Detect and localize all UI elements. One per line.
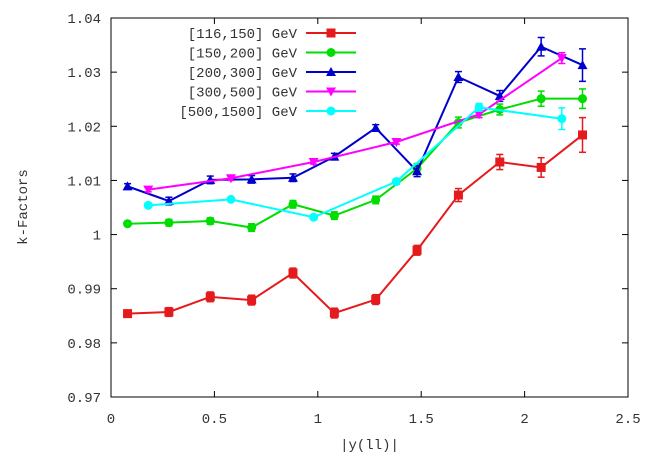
data-point [164, 307, 174, 317]
x-tick-label: 2 [520, 412, 528, 428]
data-point [536, 94, 546, 104]
data-point [205, 216, 215, 226]
data-point [247, 223, 257, 233]
series-layer [122, 36, 588, 319]
x-tick-label: 1.5 [409, 412, 434, 428]
x-tick-label: 0.5 [202, 412, 227, 428]
y-tick-label: 0.98 [67, 337, 101, 353]
data-point [288, 199, 298, 209]
y-tick-label: 1.01 [67, 174, 101, 190]
data-point [474, 102, 484, 112]
y-tick-label: 1.04 [67, 12, 101, 28]
y-tick-label: 0.97 [67, 391, 101, 407]
legend-label: [500,1500] GeV [179, 105, 297, 121]
series-line [148, 57, 563, 191]
x-tick-label: 0 [107, 412, 115, 428]
series-4 [143, 51, 567, 195]
legend-marker [326, 67, 336, 76]
data-point [557, 114, 567, 124]
y-tick-label: 1 [93, 229, 101, 245]
x-tick-label: 2.5 [615, 412, 640, 428]
x-axis-title: |y(ll)| [340, 438, 399, 454]
series-line [127, 134, 584, 315]
series-2 [123, 88, 588, 233]
data-point [164, 218, 174, 228]
legend-label: [150,200] GeV [188, 47, 298, 63]
data-point [556, 54, 567, 64]
data-point [143, 200, 153, 210]
data-point [391, 137, 402, 147]
data-point [536, 41, 547, 51]
data-point [247, 295, 257, 305]
data-point [578, 130, 588, 140]
legend-label: [200,300] GeV [188, 66, 298, 82]
data-point [577, 60, 588, 70]
series-1 [123, 116, 588, 319]
data-point [329, 211, 339, 221]
series-line [127, 45, 583, 203]
data-point [453, 72, 464, 82]
y-tick-label: 0.99 [67, 283, 101, 299]
data-point [288, 268, 298, 278]
series-line [127, 97, 583, 229]
legend-marker [326, 48, 336, 57]
series-5 [143, 102, 567, 222]
series-line [148, 106, 562, 219]
data-point [536, 162, 546, 172]
data-point [391, 177, 401, 187]
ticks-layer: 0 0.5 1 1.5 2 2.5 0.97 0.98 0.99 1 1.01 1.02 1.03 1.0… [67, 12, 640, 428]
plot-area [110, 17, 629, 398]
data-point [143, 185, 154, 195]
data-point [309, 212, 319, 222]
data-point [123, 309, 133, 319]
legend-label: [300,500] GeV [188, 86, 298, 102]
data-point [308, 158, 319, 168]
legend-marker [326, 87, 336, 97]
data-point [371, 195, 381, 205]
data-point [246, 174, 257, 184]
legend: [116,150] GeV [150,200] GeV [200,300] GeV [… [179, 27, 356, 121]
data-point [453, 190, 463, 200]
data-point [412, 166, 423, 176]
y-tick-label: 1.03 [67, 66, 101, 82]
data-point [225, 174, 236, 184]
data-point [578, 94, 588, 104]
legend-marker [326, 106, 336, 116]
legend-marker [326, 28, 336, 38]
legend-label: [116,150] GeV [188, 27, 298, 43]
y-tick-label: 1.02 [67, 120, 101, 136]
data-point [370, 122, 381, 132]
data-point [371, 295, 381, 305]
data-point [226, 194, 236, 204]
data-point [205, 292, 215, 302]
data-point [122, 181, 133, 191]
x-tick-label: 1 [314, 412, 322, 428]
data-point [412, 245, 422, 255]
data-point [474, 110, 485, 120]
y-axis-title: k-Factors [16, 169, 32, 245]
data-point [495, 157, 505, 167]
data-point [123, 219, 133, 229]
data-point [287, 172, 298, 182]
data-point [329, 308, 339, 318]
series-3 [122, 36, 588, 206]
